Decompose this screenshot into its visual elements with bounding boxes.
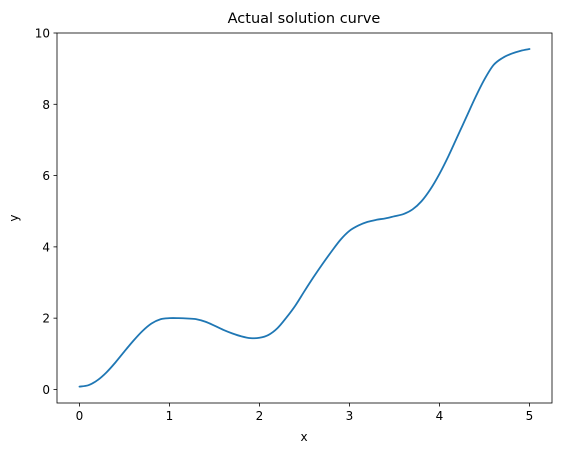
plot-frame [56,32,553,404]
y-tick-label: 4 [42,240,50,254]
y-axis-ticks: 0 2 4 6 8 10 [35,27,57,397]
series-layer [78,48,531,388]
x-tick-label: 2 [256,409,264,423]
y-tick-label: 2 [42,312,50,326]
y-axis-label: y [7,214,21,221]
y-tick-label: 10 [35,27,50,41]
x-axis-ticks: 0 1 2 3 4 5 [76,403,534,423]
y-tick-label: 6 [42,169,50,183]
y-tick-label: 0 [42,383,50,397]
x-axis-label: x [300,430,307,444]
x-tick-label: 1 [166,409,174,423]
x-tick-label: 4 [436,409,444,423]
x-tick-label: 3 [346,409,354,423]
x-tick-label: 0 [76,409,84,423]
series-line [78,48,531,388]
y-tick-label: 8 [42,98,50,112]
x-tick-label: 5 [526,409,534,423]
chart-title: Actual solution curve [228,11,381,27]
